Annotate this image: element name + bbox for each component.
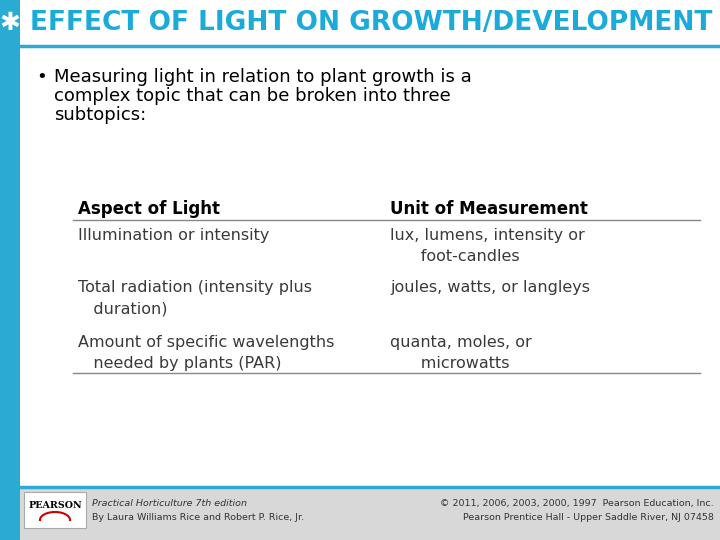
Bar (0, 0, 20, 46)
Text: Practical Horticulture 7th edition: Practical Horticulture 7th edition (92, 499, 247, 508)
Bar (0, 46, 20, 487)
Text: Aspect of Light: Aspect of Light (78, 200, 220, 218)
Text: lux, lumens, intensity or
      foot-candles: lux, lumens, intensity or foot-candles (390, 228, 585, 264)
Text: Total radiation (intensity plus
   duration): Total radiation (intensity plus duration… (78, 280, 312, 316)
Text: ✱: ✱ (0, 11, 20, 35)
Text: PEARSON: PEARSON (28, 501, 82, 510)
Text: •: • (36, 68, 47, 86)
Text: quanta, moles, or
      microwatts: quanta, moles, or microwatts (390, 335, 532, 371)
Text: Measuring light in relation to plant growth is a: Measuring light in relation to plant gro… (54, 68, 472, 86)
Text: Illumination or intensity: Illumination or intensity (78, 228, 269, 243)
Text: © 2011, 2006, 2003, 2000, 1997  Pearson Education, Inc.: © 2011, 2006, 2003, 2000, 1997 Pearson E… (441, 499, 714, 508)
Text: By Laura Williams Rice and Robert P. Rice, Jr.: By Laura Williams Rice and Robert P. Ric… (92, 513, 304, 522)
Text: Unit of Measurement: Unit of Measurement (390, 200, 588, 218)
Bar (0, 487, 20, 540)
Bar (0, 0, 720, 46)
Text: joules, watts, or langleys: joules, watts, or langleys (390, 280, 590, 295)
Text: complex topic that can be broken into three: complex topic that can be broken into th… (54, 87, 451, 105)
Text: Pearson Prentice Hall - Upper Saddle River, NJ 07458: Pearson Prentice Hall - Upper Saddle Riv… (463, 513, 714, 522)
Bar (24, 492, 86, 528)
Text: Amount of specific wavelengths
   needed by plants (PAR): Amount of specific wavelengths needed by… (78, 335, 334, 371)
Text: EFFECT OF LIGHT ON GROWTH/DEVELOPMENT: EFFECT OF LIGHT ON GROWTH/DEVELOPMENT (30, 10, 712, 36)
Bar (0, 487, 720, 540)
Text: subtopics:: subtopics: (54, 106, 146, 124)
Bar (20, 46, 720, 487)
